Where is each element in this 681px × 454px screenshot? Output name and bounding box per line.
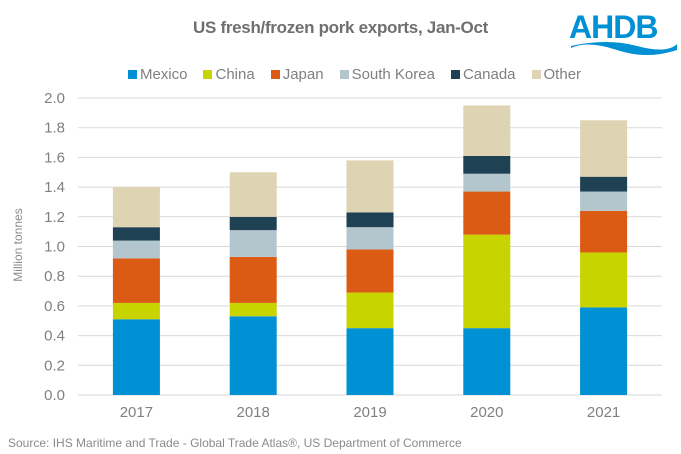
bar-segment-china-2017 — [112, 302, 160, 320]
y-tick-label: 0.4 — [44, 328, 65, 345]
bar-segment-mexico-2021 — [580, 307, 628, 395]
x-tick-label: 2018 — [237, 404, 270, 421]
logo-wave — [571, 42, 677, 55]
legend-item-canada: Canada — [450, 66, 516, 83]
legend-item-mexico: Mexico — [127, 66, 188, 83]
bar-segment-other-2017 — [112, 187, 160, 228]
legend-label: South Korea — [351, 66, 435, 83]
bar-segment-other-2019 — [346, 160, 394, 213]
bar-segment-japan-2018 — [229, 256, 277, 303]
bar-segment-south-korea-2017 — [112, 240, 160, 259]
bar-segment-china-2020 — [463, 234, 511, 329]
y-tick-label: 0.0 — [44, 387, 65, 404]
y-tick-label: 0.2 — [44, 357, 65, 374]
bar-segment-other-2021 — [580, 120, 628, 177]
x-tick-label: 2021 — [587, 404, 620, 421]
ahdb-logo: AHDB — [567, 8, 679, 60]
y-tick-label: 0.8 — [44, 268, 65, 285]
y-tick-label: 1.8 — [44, 120, 65, 137]
bar-segment-mexico-2019 — [346, 328, 394, 395]
legend-label: Canada — [462, 66, 516, 83]
legend-item-other: Other — [531, 66, 582, 83]
y-tick-label: 2.0 — [44, 90, 65, 107]
legend-swatch — [270, 70, 280, 79]
x-tick-label: 2020 — [470, 404, 503, 421]
bar-segment-japan-2020 — [463, 191, 511, 235]
y-tick-label: 1.2 — [44, 209, 65, 226]
bar-segment-japan-2021 — [580, 210, 628, 253]
bar-segment-china-2019 — [346, 292, 394, 329]
bar-segment-south-korea-2019 — [346, 227, 394, 250]
bar-segment-china-2018 — [229, 302, 277, 317]
legend-item-china: China — [203, 66, 255, 83]
legend-swatch — [203, 70, 213, 79]
bar-segment-other-2018 — [229, 172, 277, 217]
y-tick-label: 1.0 — [44, 239, 65, 256]
bar-segment-canada-2017 — [112, 227, 160, 241]
legend-swatch — [127, 70, 137, 79]
bar-segment-canada-2021 — [580, 176, 628, 192]
bar-segment-japan-2019 — [346, 249, 394, 293]
legend-swatch — [339, 70, 349, 79]
x-tick-label: 2019 — [353, 404, 386, 421]
legend-label: China — [215, 66, 255, 83]
logo-text: AHDB — [569, 9, 657, 45]
bar-segment-south-korea-2021 — [580, 191, 628, 211]
legend-label: Other — [543, 66, 582, 83]
y-tick-label: 0.6 — [44, 298, 65, 315]
bar-segment-mexico-2017 — [112, 319, 160, 395]
x-tick-label: 2017 — [120, 404, 153, 421]
bar-segment-mexico-2018 — [229, 316, 277, 395]
chart-title: US fresh/frozen pork exports, Jan-Oct — [193, 18, 488, 37]
bar-segment-south-korea-2020 — [463, 173, 511, 192]
source-note: Source: IHS Maritime and Trade - Global … — [8, 436, 462, 450]
bar-segment-canada-2019 — [346, 212, 394, 228]
bar-segment-mexico-2020 — [463, 328, 511, 395]
legend-swatch — [531, 70, 541, 79]
bar-segment-china-2021 — [580, 252, 628, 308]
y-tick-label: 1.4 — [44, 179, 65, 196]
legend-item-japan: Japan — [270, 66, 324, 83]
bar-segment-other-2020 — [463, 105, 511, 156]
bar-segment-canada-2020 — [463, 155, 511, 174]
bar-segment-south-korea-2018 — [229, 230, 277, 257]
legend-label: Japan — [282, 66, 324, 83]
bar-segment-canada-2018 — [229, 216, 277, 231]
y-tick-label: 1.6 — [44, 149, 65, 166]
legend: Mexico China Japan South Korea Canada Other — [0, 66, 681, 83]
legend-item-south-korea: South Korea — [339, 66, 435, 83]
legend-label: Mexico — [139, 66, 188, 83]
bar-segment-japan-2017 — [112, 258, 160, 303]
legend-swatch — [450, 70, 460, 79]
